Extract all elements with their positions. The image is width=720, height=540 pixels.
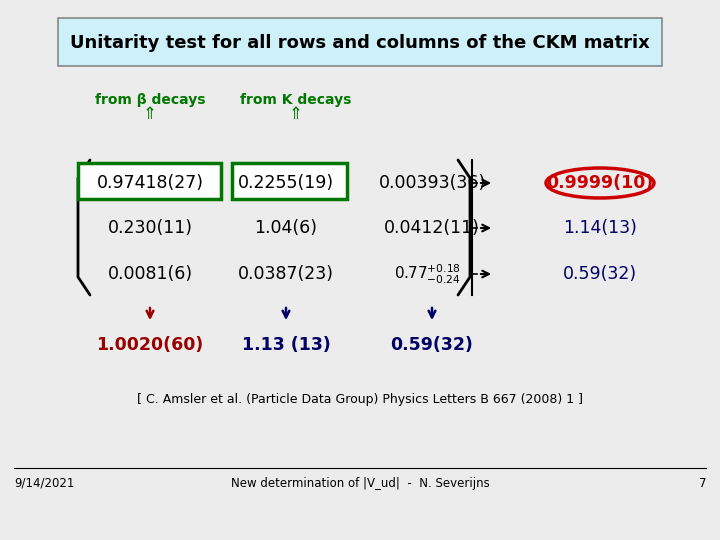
- Text: 0.230(11): 0.230(11): [107, 219, 192, 237]
- Text: ⇑: ⇑: [143, 105, 157, 123]
- Text: from K decays: from K decays: [240, 93, 351, 107]
- Text: 7: 7: [698, 477, 706, 490]
- Text: from β decays: from β decays: [95, 93, 205, 107]
- Text: 0.00393(36): 0.00393(36): [379, 174, 485, 192]
- Text: 1.0020(60): 1.0020(60): [96, 336, 204, 354]
- Text: 1.04(6): 1.04(6): [254, 219, 318, 237]
- Text: 1.14(13): 1.14(13): [563, 219, 637, 237]
- Text: 0.59(32): 0.59(32): [563, 265, 637, 283]
- Text: 0.2255(19): 0.2255(19): [238, 174, 334, 192]
- FancyBboxPatch shape: [232, 163, 347, 199]
- Text: 0.0412(11): 0.0412(11): [384, 219, 480, 237]
- Text: 0.0387(23): 0.0387(23): [238, 265, 334, 283]
- Text: $0.77^{+0.18}_{-0.24}$: $0.77^{+0.18}_{-0.24}$: [394, 262, 461, 286]
- Text: [ C. Amsler et al. (Particle Data Group) Physics Letters B 667 (2008) 1 ]: [ C. Amsler et al. (Particle Data Group)…: [137, 394, 583, 407]
- Text: Unitarity test for all rows and columns of the CKM matrix: Unitarity test for all rows and columns …: [70, 34, 650, 52]
- FancyBboxPatch shape: [58, 18, 662, 66]
- Text: New determination of |V_ud|  -  N. Severijns: New determination of |V_ud| - N. Severij…: [230, 477, 490, 490]
- Text: 0.9999(10): 0.9999(10): [546, 174, 654, 192]
- Text: 0.97418(27): 0.97418(27): [96, 174, 204, 192]
- Text: 0.0081(6): 0.0081(6): [107, 265, 192, 283]
- Text: 0.59(32): 0.59(32): [390, 336, 474, 354]
- Text: ⇑: ⇑: [289, 105, 303, 123]
- Text: 1.13 (13): 1.13 (13): [242, 336, 330, 354]
- FancyBboxPatch shape: [78, 163, 221, 199]
- Text: 9/14/2021: 9/14/2021: [14, 477, 74, 490]
